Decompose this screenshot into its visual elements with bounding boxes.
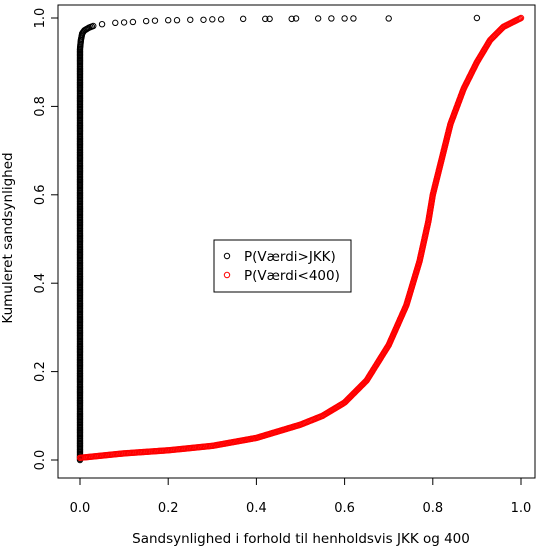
y-axis-title: Kumuleret sandsynlighed [0, 152, 16, 323]
legend-marker-jkk [223, 252, 231, 260]
y-tick-label: 1.0 [33, 8, 48, 29]
series-0 [76, 14, 481, 464]
legend-label-400: P(Værdi<400) [244, 268, 340, 284]
data-point [288, 15, 295, 23]
data-point [142, 17, 150, 25]
y-tick-label: 0.8 [33, 96, 48, 117]
x-tick-label: 0.0 [70, 501, 91, 516]
y-tick-label: 0.6 [33, 184, 48, 205]
data-point [239, 15, 247, 23]
x-tick-label: 1.0 [511, 501, 532, 516]
data-point [209, 16, 216, 23]
y-tick-label: 0.2 [33, 361, 48, 382]
data-point [165, 17, 172, 24]
legend-label-jkk: P(Værdi>JKK) [244, 249, 336, 265]
data-point [151, 17, 159, 24]
y-axis: 0.0 0.2 0.4 0.6 0.8 1.0 [33, 8, 59, 471]
data-point [473, 14, 481, 22]
data-point [187, 16, 194, 23]
data-point [200, 16, 207, 23]
data-point [217, 16, 225, 23]
data-point [314, 15, 322, 22]
legend-box [213, 239, 352, 293]
data-point [517, 14, 525, 22]
x-tick-label: 0.6 [334, 501, 355, 516]
series-layer [76, 14, 525, 464]
legend-marker-400 [223, 271, 231, 279]
x-tick-label: 0.4 [246, 501, 267, 516]
data-point [292, 15, 300, 22]
legend: P(Værdi>JKK) P(Værdi<400) [213, 239, 352, 293]
data-point [266, 15, 273, 23]
y-tick-label: 0.4 [33, 273, 48, 294]
data-point [385, 15, 392, 22]
data-point [350, 15, 357, 22]
data-point [341, 15, 348, 22]
data-point [98, 20, 106, 28]
x-tick-label: 0.2 [158, 501, 179, 516]
y-tick-label: 0.0 [33, 450, 48, 471]
data-point [129, 18, 137, 26]
series-1 [76, 14, 525, 461]
data-point [173, 17, 181, 24]
data-point [262, 15, 269, 23]
x-axis: 0.0 0.2 0.4 0.6 0.8 1.0 [70, 477, 532, 516]
data-point [90, 22, 97, 30]
data-point [120, 19, 128, 26]
x-tick-label: 0.8 [422, 501, 443, 516]
data-point [328, 15, 335, 22]
x-axis-title: Sandsynlighed i forhold til henholdsvis … [132, 531, 470, 547]
data-point [112, 19, 119, 27]
